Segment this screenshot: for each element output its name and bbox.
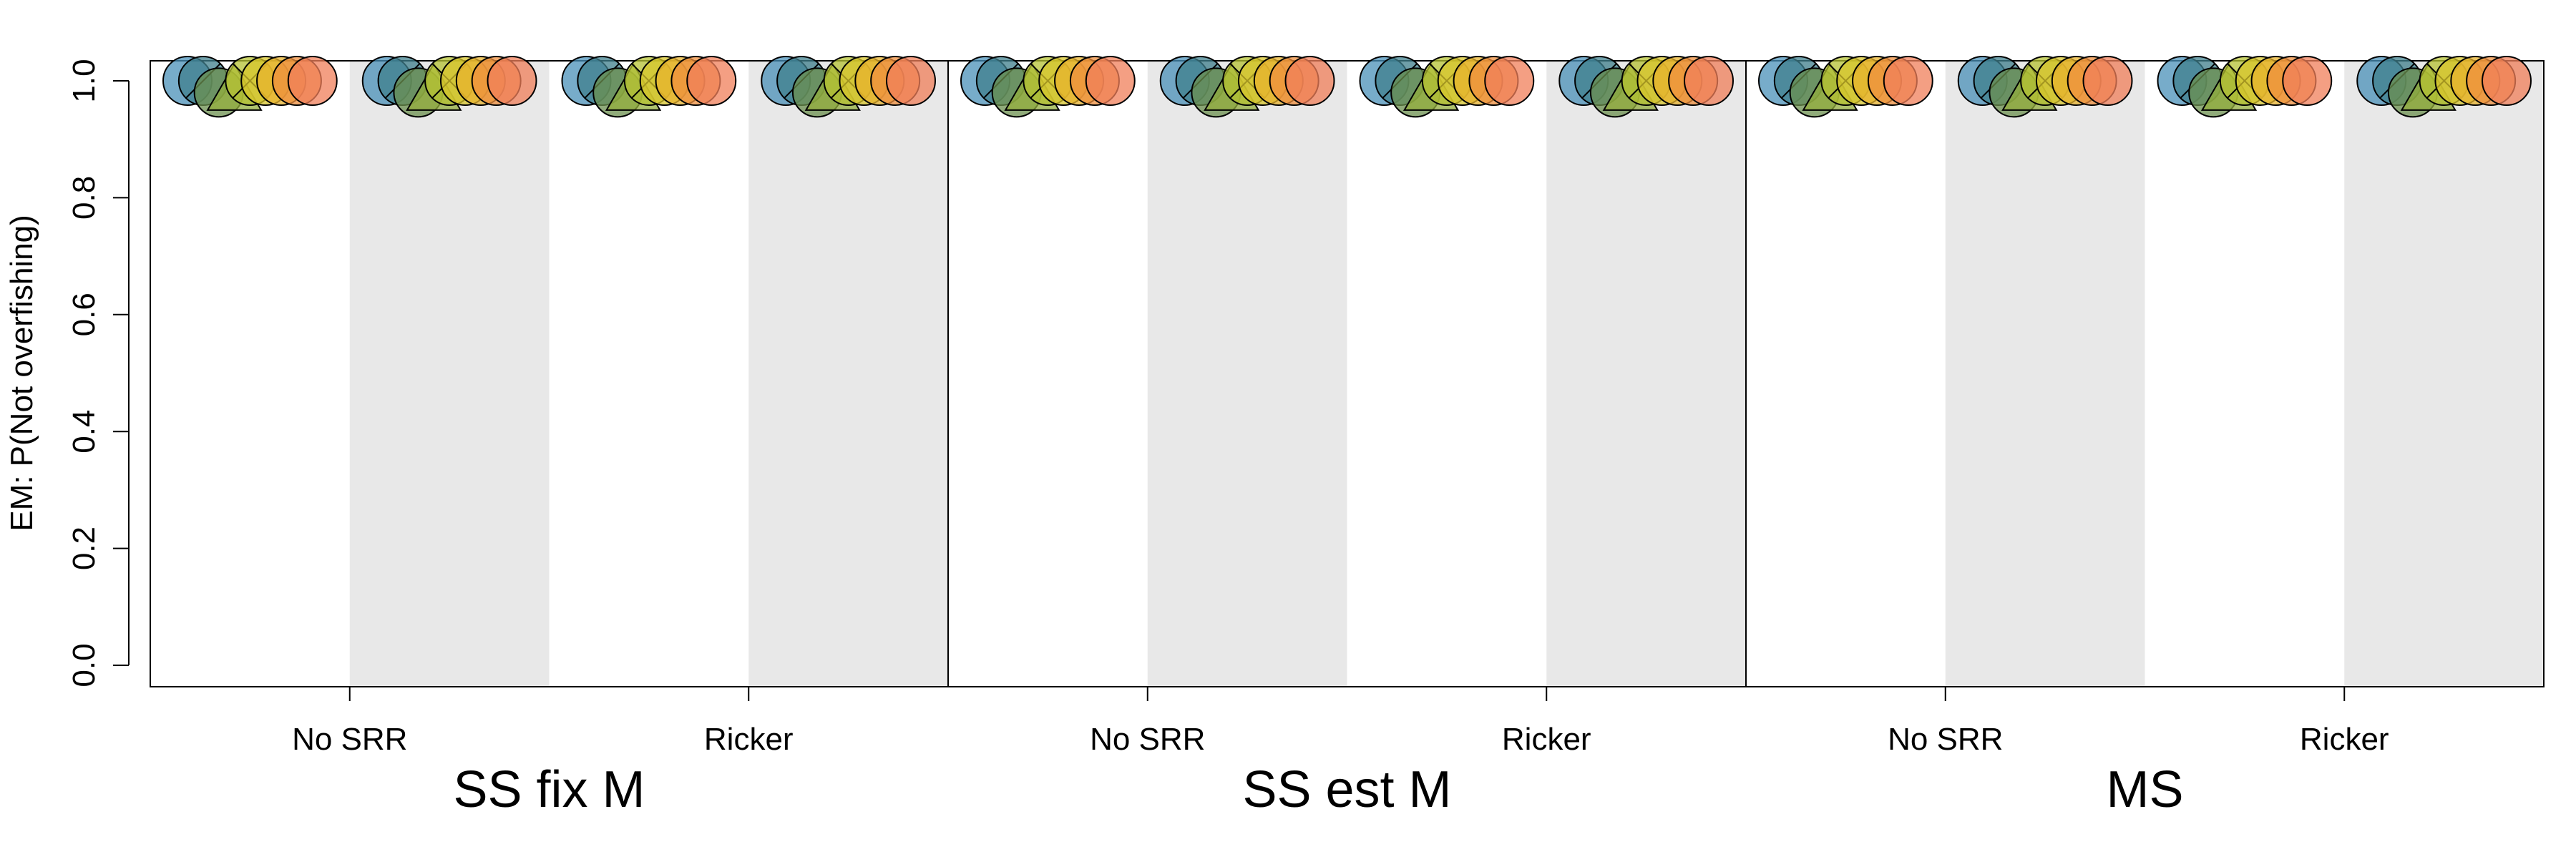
data-point [487, 56, 537, 106]
y-tick-label: 0.8 [67, 176, 102, 220]
data-point [1883, 56, 1933, 106]
marker-circle [1085, 56, 1136, 106]
data-point [1284, 56, 1335, 106]
x-tick-label: No SRR [1888, 722, 2003, 757]
marker-circle [686, 56, 737, 106]
x-tick-label: Ricker [704, 722, 794, 757]
x-tick-label: Ricker [2300, 722, 2389, 757]
data-point [686, 56, 737, 106]
data-point [2282, 56, 2333, 106]
panel-label: MS [2107, 761, 2184, 818]
data-point [1085, 56, 1136, 106]
marker-circle [1883, 56, 1933, 106]
marker-circle [2082, 56, 2133, 106]
shade-ms-no-srr [1945, 61, 2145, 687]
marker-circle [886, 56, 936, 106]
panel-label: SS fix M [453, 761, 645, 818]
marker-circle [2282, 56, 2333, 106]
shade-ms-ricker [2344, 61, 2544, 687]
y-tick-label: 0.4 [67, 410, 102, 454]
x-tick-label: No SRR [292, 722, 407, 757]
marker-circle [287, 56, 338, 106]
y-tick-label: 0.2 [67, 526, 102, 570]
data-point [287, 56, 338, 106]
shade-ss-est-m-ricker [1546, 61, 1746, 687]
plot-frame [150, 60, 2545, 687]
marker-circle [1684, 56, 1734, 106]
marker-circle [1484, 56, 1535, 106]
shade-ss-fix-m-ricker [748, 61, 948, 687]
y-tick-label: 1.0 [67, 59, 102, 102]
shade-ss-fix-m-no-srr [349, 61, 550, 687]
x-tick-label: No SRR [1090, 722, 1205, 757]
data-point [2482, 56, 2532, 106]
marker-circle [1284, 56, 1335, 106]
panel-label: SS est M [1242, 761, 1451, 818]
data-point [1484, 56, 1535, 106]
y-tick-label: 0.6 [67, 293, 102, 336]
shade-ss-est-m-no-srr [1147, 61, 1347, 687]
y-tick-label: 0.0 [67, 643, 102, 687]
y-axis-label: EM: P(Not overfishing) [4, 215, 39, 532]
data-point [886, 56, 936, 106]
x-tick-label: Ricker [1502, 722, 1591, 757]
marker-circle [487, 56, 537, 106]
marker-circle [2482, 56, 2532, 106]
data-point [1684, 56, 1734, 106]
data-point [2082, 56, 2133, 106]
